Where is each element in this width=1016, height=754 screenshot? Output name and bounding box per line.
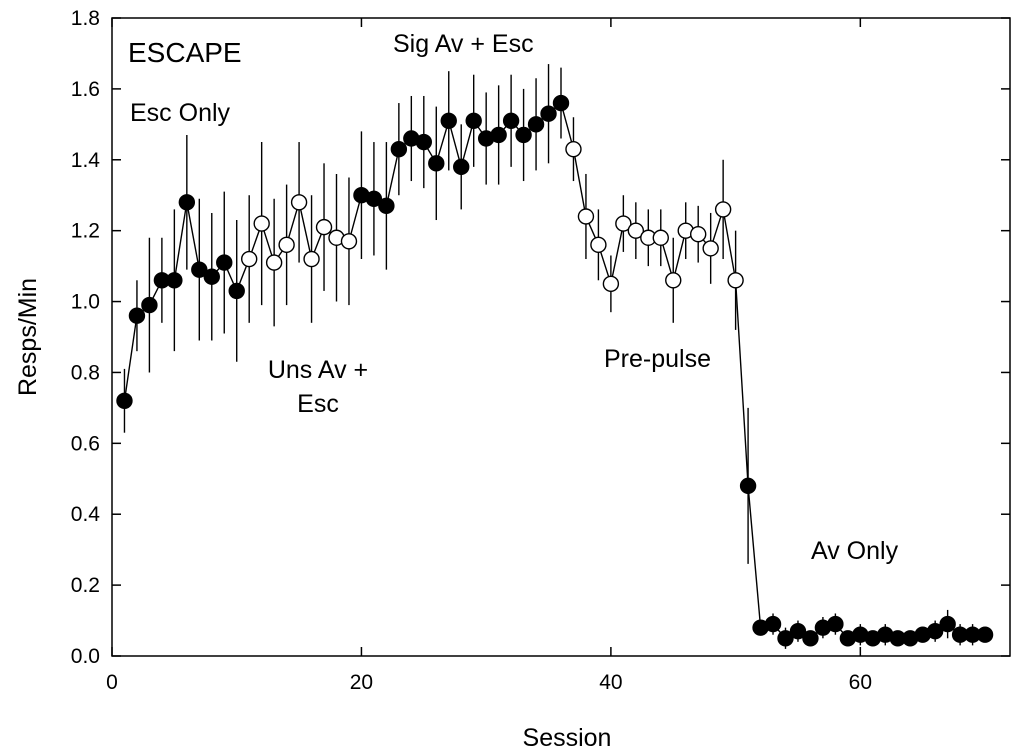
data-point-filled [827, 615, 844, 633]
plot-frame [111, 17, 1011, 657]
data-point-filled [365, 190, 383, 207]
annotation-sig-av-esc: Sig Av + Esc [393, 30, 534, 58]
data-point-open [278, 236, 295, 254]
data-point-filled [802, 630, 819, 647]
data-point-filled [552, 94, 570, 112]
y-tick-label: 0.6 [71, 432, 100, 455]
data-point-filled [777, 630, 794, 647]
y-tick-label: 1.4 [71, 149, 101, 172]
data-point-filled [203, 268, 220, 285]
y-tick-label: 0.0 [71, 645, 100, 668]
data-point-open [689, 226, 707, 243]
data-point-open [665, 272, 682, 289]
data-point-open [727, 272, 744, 289]
y-tick-label: 1.6 [71, 78, 100, 101]
data-point-filled [926, 622, 944, 640]
y-tick-label: 1.8 [71, 7, 100, 30]
data-point-filled [191, 261, 208, 278]
data-point-filled [465, 112, 482, 129]
data-point-open [265, 254, 283, 271]
data-point-open [253, 215, 270, 232]
data-point-filled [976, 626, 994, 643]
y-axis-title: Resps/Min [14, 278, 42, 396]
annotation-uns-av-line1: Uns Av + [268, 356, 368, 384]
data-point-open [340, 233, 358, 250]
data-series [116, 64, 994, 649]
data-point-filled [428, 155, 445, 172]
y-axis: 0.0 0.2 0.4 0.6 0.8 1.0 1.2 1.4 1.6 1.8 [71, 7, 1010, 668]
data-point-open [315, 218, 333, 236]
data-point-filled [540, 105, 557, 122]
data-point-filled [216, 254, 233, 271]
data-point-filled [739, 477, 757, 495]
data-point-filled [415, 133, 433, 151]
data-point-open [590, 236, 607, 254]
data-point-open [702, 240, 719, 257]
data-point-filled [789, 622, 807, 640]
data-point-open [652, 229, 669, 246]
x-tick-label: 60 [849, 671, 872, 694]
data-point-open [615, 215, 632, 232]
data-point-filled [764, 615, 782, 633]
data-point-filled [228, 282, 245, 300]
data-point-filled [515, 126, 532, 144]
data-point-filled [527, 116, 545, 133]
x-tick-label: 40 [599, 671, 622, 694]
data-point-filled [116, 392, 133, 409]
data-point-filled [440, 112, 457, 129]
x-tick-label: 0 [106, 671, 118, 694]
data-point-open [565, 140, 582, 158]
data-point-filled [502, 112, 520, 129]
annotation-uns-av-line2: Esc [297, 390, 339, 418]
data-point-open [602, 275, 620, 293]
y-tick-label: 0.2 [71, 574, 100, 597]
annotation-esc-only: Esc Only [130, 99, 231, 127]
annotation-av-only: Av Only [811, 537, 899, 565]
annotation-pre-pulse: Pre-pulse [604, 345, 711, 373]
data-point-filled [390, 140, 408, 158]
y-tick-label: 0.8 [71, 361, 100, 384]
data-point-filled [453, 158, 470, 176]
data-point-filled [378, 197, 395, 215]
data-point-filled [490, 126, 507, 144]
y-tick-label: 1.2 [71, 220, 100, 243]
annotation-escape: ESCAPE [128, 37, 242, 68]
data-point-open [303, 250, 320, 268]
x-axis-title: Session [523, 724, 612, 752]
data-point-filled [128, 307, 146, 324]
data-point-filled [166, 272, 183, 289]
data-point-open [627, 222, 645, 239]
data-point-filled [141, 296, 158, 314]
y-tick-label: 1.0 [71, 291, 100, 314]
y-tick-label: 0.4 [71, 503, 101, 526]
x-tick-label: 20 [350, 671, 373, 694]
data-point-filled [178, 194, 196, 211]
data-point-open [714, 201, 732, 218]
data-point-open [240, 250, 258, 268]
data-point-open [577, 208, 595, 225]
data-point-open [290, 194, 308, 211]
x-axis: 0 20 40 60 [106, 18, 872, 694]
data-point-filled [939, 615, 956, 633]
